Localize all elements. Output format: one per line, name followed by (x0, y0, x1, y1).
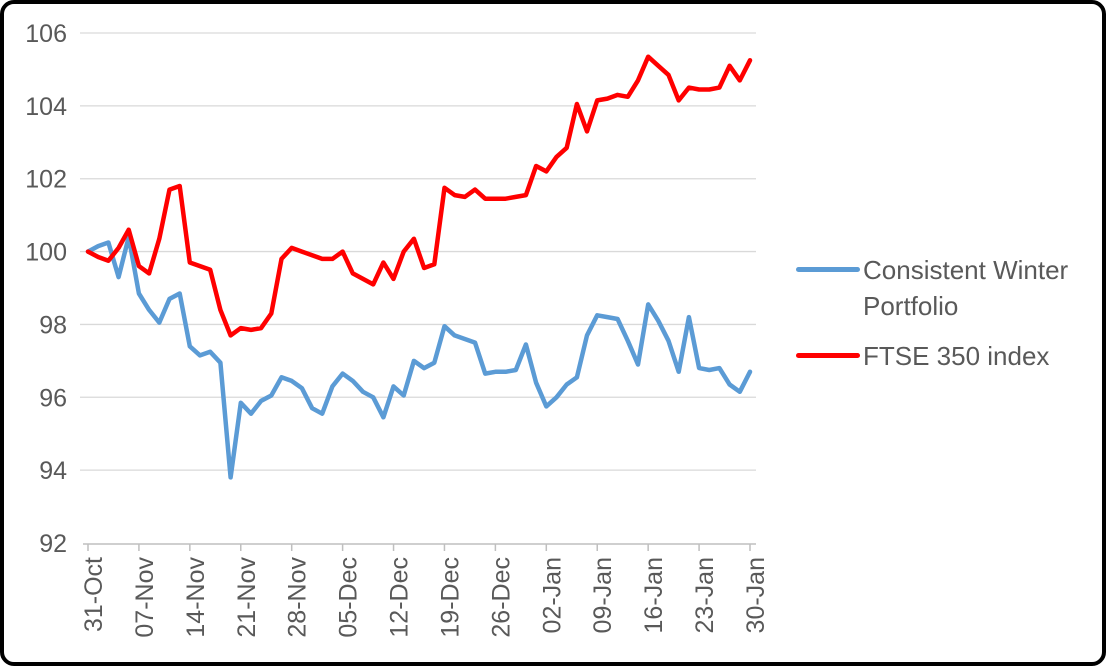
x-tick-label: 30-Jan (742, 557, 770, 633)
y-tick-label: 92 (39, 530, 67, 558)
x-tick-label: 14-Nov (182, 557, 210, 638)
y-tick-label: 94 (39, 457, 67, 485)
x-tick-label: 19-Dec (436, 557, 464, 638)
legend: Consistent Winter Portfolio FTSE 350 ind… (796, 252, 1096, 374)
x-tick-label: 12-Dec (386, 557, 414, 638)
legend-item-portfolio: Consistent Winter Portfolio (796, 252, 1096, 324)
ftse-legend-swatch-line (796, 353, 860, 358)
x-tick-label: 16-Jan (640, 557, 668, 633)
x-tick-label: 09-Jan (589, 557, 617, 633)
x-tick-label: 31-Oct (80, 557, 108, 632)
portfolio-series-line (85, 234, 753, 480)
x-axis (83, 543, 756, 551)
x-tick-label: 23-Jan (691, 557, 719, 633)
x-tick-label: 26-Dec (487, 557, 515, 638)
ftse-legend-label: FTSE 350 index (863, 341, 1050, 371)
series-lines (85, 54, 753, 480)
portfolio-legend-swatch-line (796, 267, 860, 272)
gridlines (80, 32, 756, 471)
y-tick-label: 102 (25, 166, 67, 194)
y-axis-labels: 92 94 96 98 100 102 104 106 (25, 20, 67, 558)
y-tick-label: 100 (25, 239, 67, 267)
y-tick-label: 106 (25, 20, 67, 48)
y-tick-label: 104 (25, 93, 67, 121)
x-tick-label: 07-Nov (131, 557, 159, 638)
ftse-series-line (85, 54, 753, 338)
x-tick-label: 21-Nov (233, 557, 261, 638)
x-tick-label: 05-Dec (335, 557, 363, 638)
x-axis-labels: 31-Oct 07-Nov 14-Nov 21-Nov 28-Nov 05-Dec 12-D… (80, 557, 770, 638)
y-tick-label: 98 (39, 311, 67, 339)
x-tick-label: 28-Nov (284, 557, 312, 638)
portfolio-legend-label: Consistent Winter Portfolio (863, 255, 1069, 321)
legend-item-ftse: FTSE 350 index (796, 338, 1096, 374)
x-tick-label: 02-Jan (538, 557, 566, 633)
y-tick-label: 96 (39, 384, 67, 412)
